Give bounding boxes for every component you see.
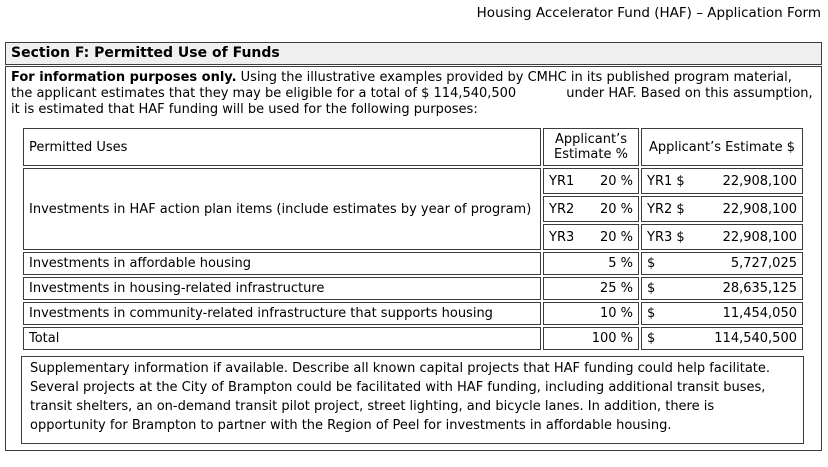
intro-lead: For information purposes only. [11,70,237,85]
dollar-field-community-infrastructure[interactable]: $11,454,050 [641,302,803,325]
total-eligible-amount-field[interactable]: $ 114,540,500 [421,86,517,101]
dollar-field-yr1[interactable]: YR1 $ 22,908,100 [641,168,803,194]
table-row-affordable-housing: Investments in affordable housing 5 % $5… [23,252,803,275]
table-row-action-plan-yr2: YR2 20 % YR2 $ 22,908,100 [23,196,803,222]
dollar-field-yr2[interactable]: YR2 $ 22,908,100 [641,196,803,222]
intro-text-before-amount: Using the illustrative examples provided… [11,70,792,101]
yr2-pct-value: 20 % [599,201,633,217]
yr3-pct-value: 20 % [599,229,633,245]
pct-field-yr3[interactable]: YR3 20 % [543,224,639,250]
table-row-community-infrastructure: Investments in community-related infrast… [23,302,803,325]
doc-title: Housing Accelerator Fund (HAF) – Applica… [476,5,821,21]
pct-field-community-infrastructure[interactable]: 10 % [543,302,639,325]
yr3-dollar-label: YR3 $ [647,229,685,245]
dollar-sign: $ [647,256,656,271]
table-header-row: Permitted Uses Applicant’s Estimate % Ap… [23,128,803,166]
yr2-dollar-value: 22,908,100 [722,201,797,217]
yr1-dollar-label: YR1 $ [647,173,685,189]
supplementary-info-box: Supplementary information if available. … [21,356,804,444]
dollar-sign: $ [647,281,656,296]
yr1-dollar-value: 22,908,100 [722,173,797,189]
dollar-value: 114,540,500 [714,331,797,346]
section-body: For information purposes only. Using the… [5,66,822,451]
table-row-action-plan-yr1: Investments in HAF action plan items (in… [23,168,803,250]
row-label-total: Total [23,327,541,350]
pct-field-yr2[interactable]: YR2 20 % [543,196,639,222]
intro-text-after-amount: under HAF. Based on this assumption, it … [11,86,813,117]
supplementary-response-field[interactable]: Several projects at the City of Brampton… [30,380,766,433]
row-label-housing-infrastructure: Investments in housing-related infrastru… [23,277,541,300]
pct-field-housing-infrastructure[interactable]: 25 % [543,277,639,300]
yr3-label: YR3 [549,229,575,245]
row-label-action-plan: Investments in HAF action plan items (in… [23,168,541,250]
section-f: Section F: Permitted Use of Funds For in… [5,42,822,451]
col-header-permitted-uses: Permitted Uses [23,128,541,166]
col-header-estimate-dollar: Applicant’s Estimate $ [641,128,803,166]
dollar-value: 11,454,050 [722,306,797,321]
yr1-pct-value: 20 % [599,173,633,189]
dollar-sign: $ [647,331,656,346]
yr3-dollar-value: 22,908,100 [722,229,797,245]
table-row-action-plan-yr3: YR3 20 % YR3 $ 22,908,100 [23,224,803,250]
pct-field-total: 100 % [543,327,639,350]
yr2-label: YR2 [549,201,575,217]
dollar-value: 28,635,125 [722,281,797,296]
section-title: Section F: Permitted Use of Funds [5,42,822,65]
yr1-label: YR1 [549,173,575,189]
row-label-affordable-housing: Investments in affordable housing [23,252,541,275]
table-row-housing-infrastructure: Investments in housing-related infrastru… [23,277,803,300]
yr2-dollar-label: YR2 $ [647,201,685,217]
dollar-field-total: $114,540,500 [641,327,803,350]
col-header-estimate-pct: Applicant’s Estimate % [543,128,639,166]
pct-field-affordable-housing[interactable]: 5 % [543,252,639,275]
dollar-sign: $ [647,306,656,321]
row-label-community-infrastructure: Investments in community-related infrast… [23,302,541,325]
dollar-value: 5,727,025 [730,256,797,271]
dollar-field-yr3[interactable]: YR3 $ 22,908,100 [641,224,803,250]
dollar-field-affordable-housing[interactable]: $5,727,025 [641,252,803,275]
supplementary-prompt: Supplementary information if available. … [30,361,771,376]
dollar-field-housing-infrastructure[interactable]: $28,635,125 [641,277,803,300]
intro-paragraph: For information purposes only. Using the… [11,70,816,118]
permitted-uses-table: Permitted Uses Applicant’s Estimate % Ap… [21,126,805,352]
pct-field-yr1[interactable]: YR1 20 % [543,168,639,194]
table-row-total: Total 100 % $114,540,500 [23,327,803,350]
